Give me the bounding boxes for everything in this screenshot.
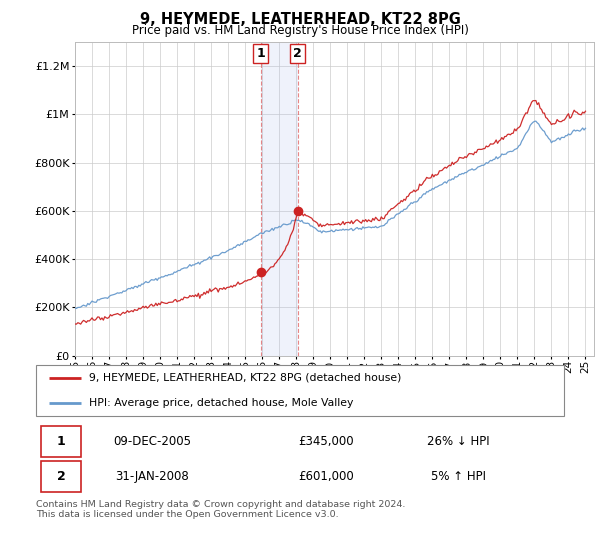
- Text: 31-JAN-2008: 31-JAN-2008: [115, 470, 189, 483]
- Text: 1: 1: [57, 435, 66, 448]
- FancyBboxPatch shape: [41, 427, 81, 457]
- Text: 5% ↑ HPI: 5% ↑ HPI: [431, 470, 486, 483]
- Text: 1: 1: [256, 46, 265, 60]
- Text: HPI: Average price, detached house, Mole Valley: HPI: Average price, detached house, Mole…: [89, 398, 353, 408]
- Text: Price paid vs. HM Land Registry's House Price Index (HPI): Price paid vs. HM Land Registry's House …: [131, 24, 469, 36]
- Text: 2: 2: [293, 46, 302, 60]
- Text: 2: 2: [57, 470, 66, 483]
- Bar: [261, 42, 298, 356]
- Text: 26% ↓ HPI: 26% ↓ HPI: [427, 435, 490, 448]
- Text: 09-DEC-2005: 09-DEC-2005: [113, 435, 191, 448]
- Text: 9, HEYMEDE, LEATHERHEAD, KT22 8PG (detached house): 9, HEYMEDE, LEATHERHEAD, KT22 8PG (detac…: [89, 373, 401, 382]
- FancyBboxPatch shape: [36, 365, 564, 416]
- FancyBboxPatch shape: [41, 461, 81, 492]
- Text: £601,000: £601,000: [299, 470, 354, 483]
- Text: £345,000: £345,000: [299, 435, 354, 448]
- Text: 9, HEYMEDE, LEATHERHEAD, KT22 8PG: 9, HEYMEDE, LEATHERHEAD, KT22 8PG: [140, 12, 460, 27]
- Text: Contains HM Land Registry data © Crown copyright and database right 2024.
This d: Contains HM Land Registry data © Crown c…: [36, 500, 406, 519]
